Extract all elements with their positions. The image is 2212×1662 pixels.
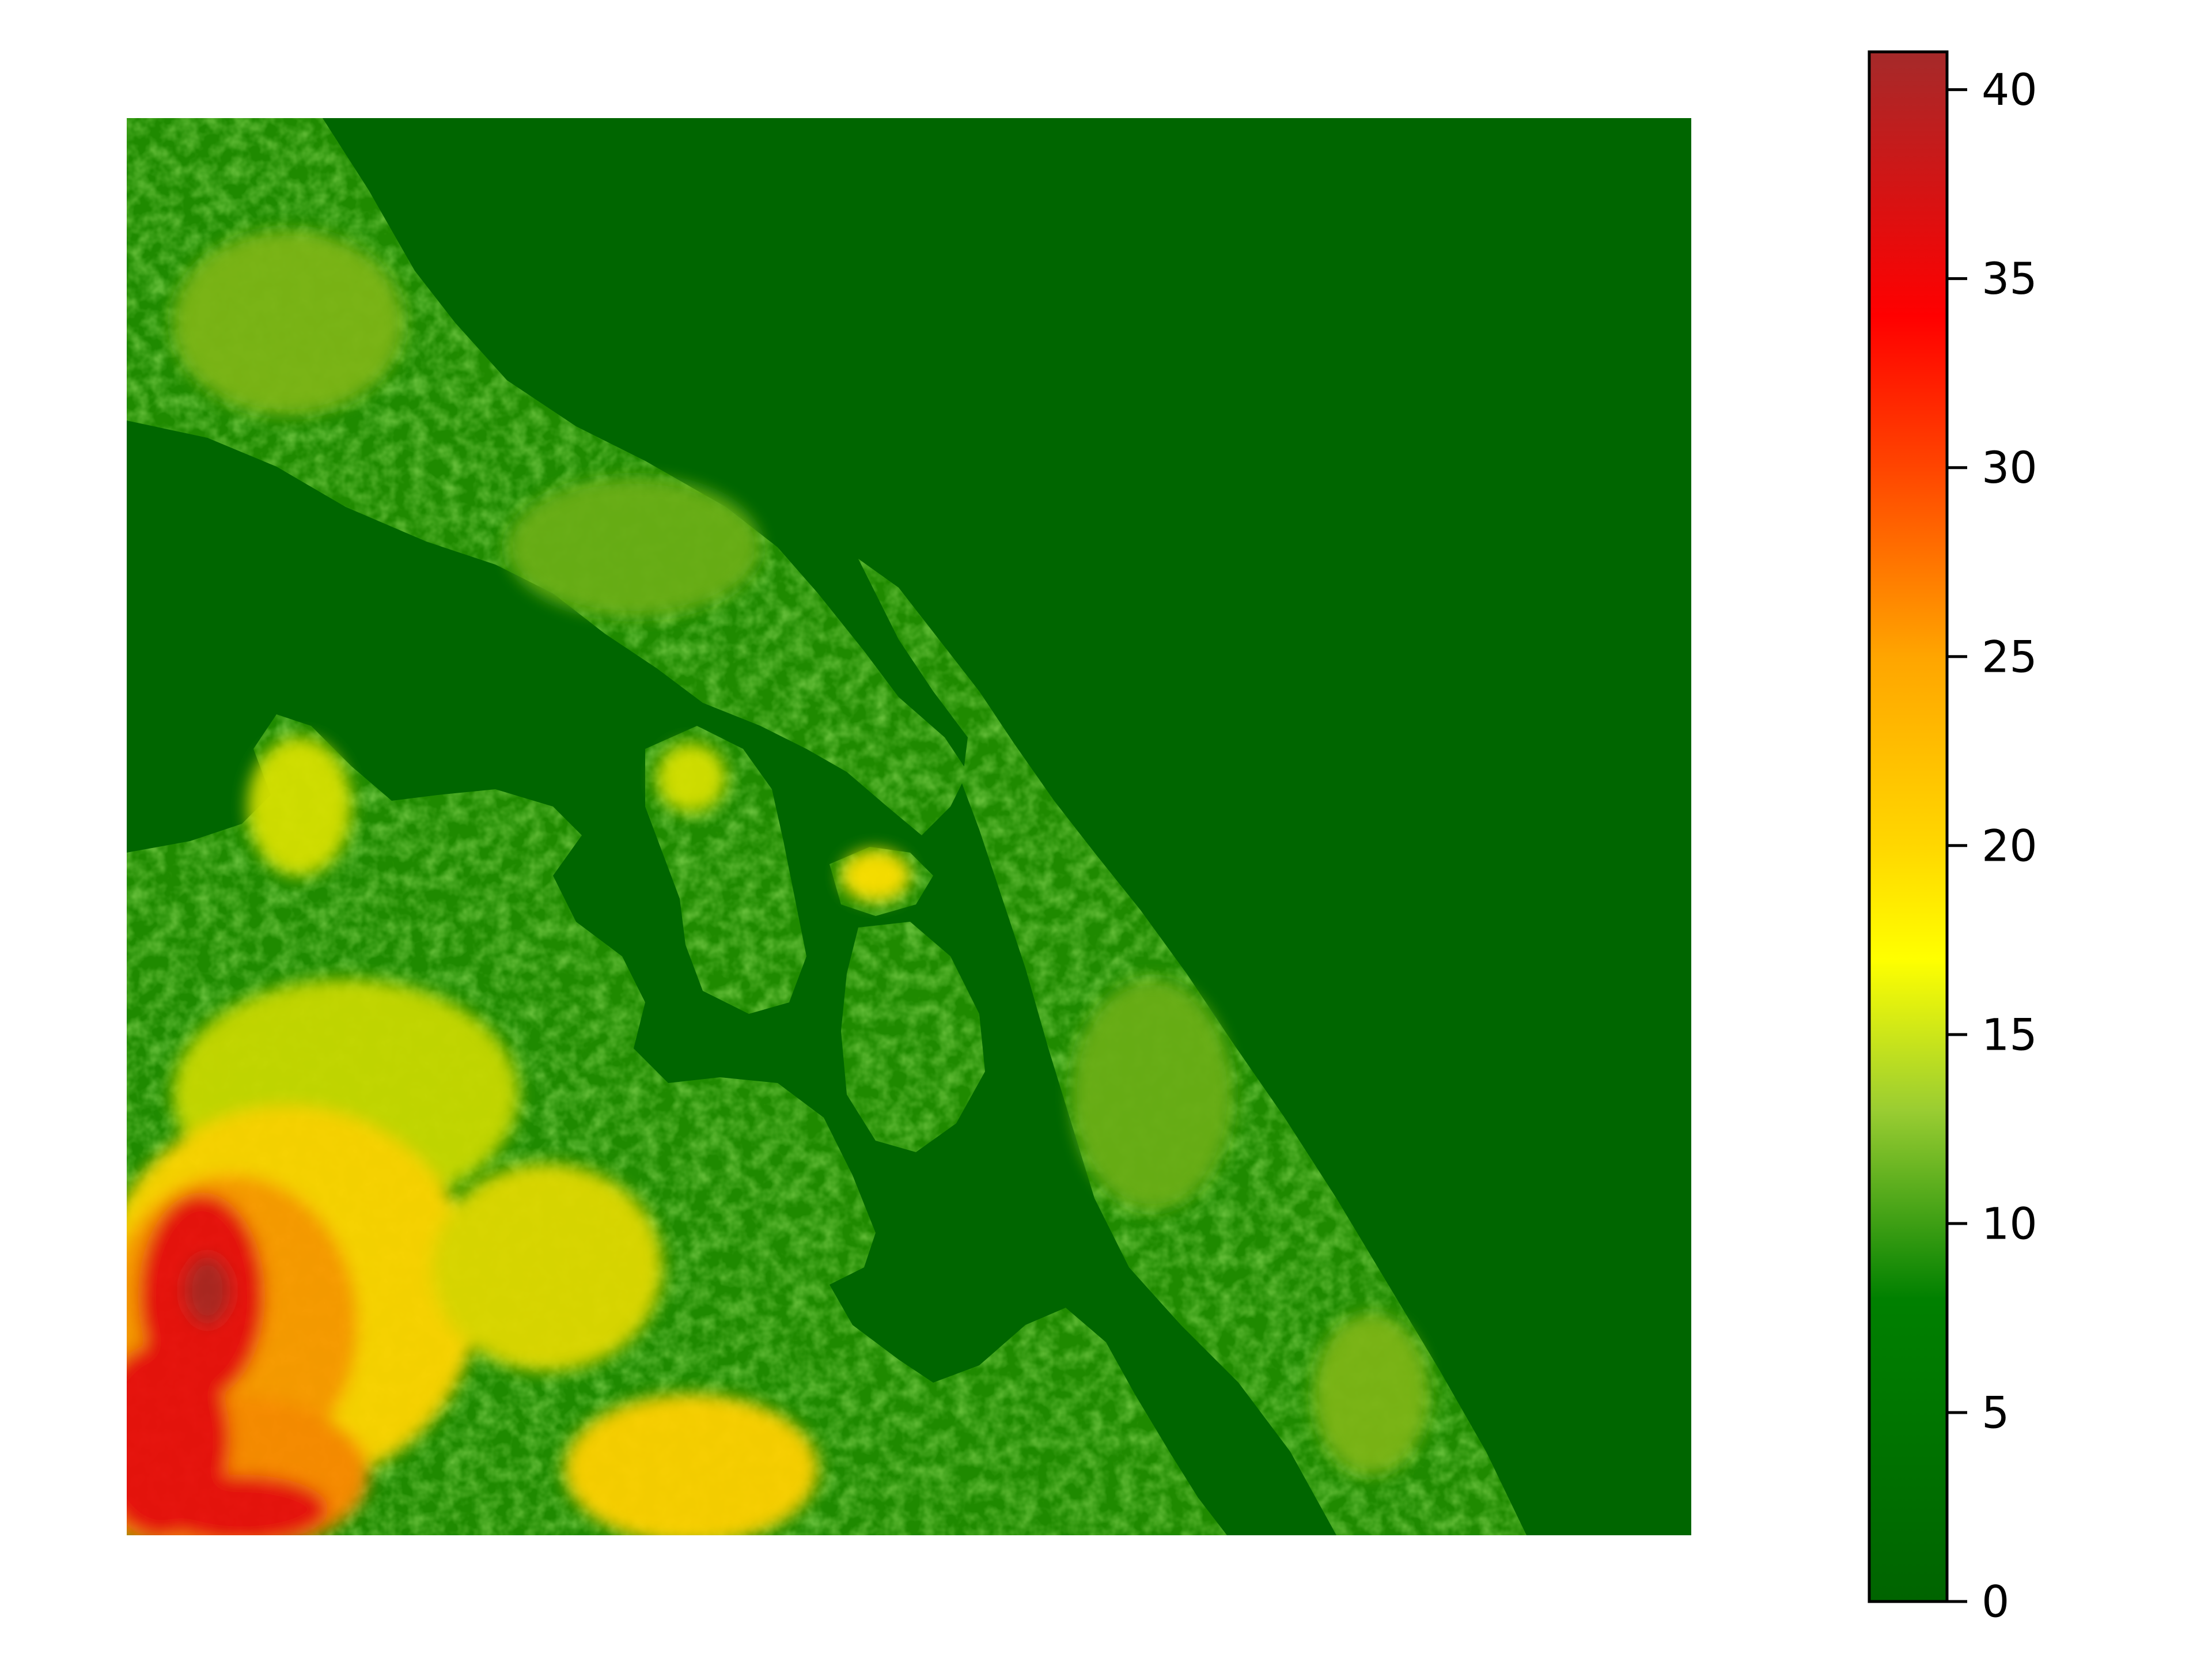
strip-speckle-2 [507, 478, 760, 616]
colorbar-tick-label: 20 [1982, 820, 2037, 871]
strip-speckle-1 [173, 230, 403, 415]
elevation-highlights [127, 230, 1429, 1535]
colorbar-tick-label: 40 [1982, 64, 2037, 115]
highland-yellow-1 [248, 737, 351, 876]
colorbar-tick-label: 0 [1982, 1576, 2009, 1627]
highland-yellow-3 [841, 850, 910, 902]
colorbar-tick-label: 25 [1982, 631, 2037, 682]
land-texture-2 [841, 922, 985, 1152]
colorbar-tick-label: 30 [1982, 442, 2037, 493]
elevation-map [127, 118, 1691, 1535]
strip-speckle-4 [1313, 1313, 1429, 1475]
colorbar-fill [1869, 52, 1947, 1602]
colorbar-tick-label: 10 [1982, 1198, 2037, 1249]
peak-dark-red [184, 1256, 230, 1325]
colorbar-tick-label: 5 [1982, 1387, 2009, 1438]
colorbar: 0 5 10 15 20 25 30 35 40 [1868, 50, 2037, 1627]
highland-yellow-2 [657, 743, 726, 812]
colorbar-ticks: 0 5 10 15 20 25 30 35 40 [1947, 64, 2037, 1627]
colorbar-tick-label: 15 [1982, 1009, 2037, 1060]
colorbar-tick-label: 35 [1982, 253, 2037, 304]
colorbar-frame [1868, 50, 1949, 1603]
highland-yellow-6 [432, 1164, 662, 1371]
highland-yellow-7 [565, 1394, 818, 1535]
strip-speckle-3 [1071, 979, 1233, 1210]
peak-red-3 [156, 1475, 328, 1535]
